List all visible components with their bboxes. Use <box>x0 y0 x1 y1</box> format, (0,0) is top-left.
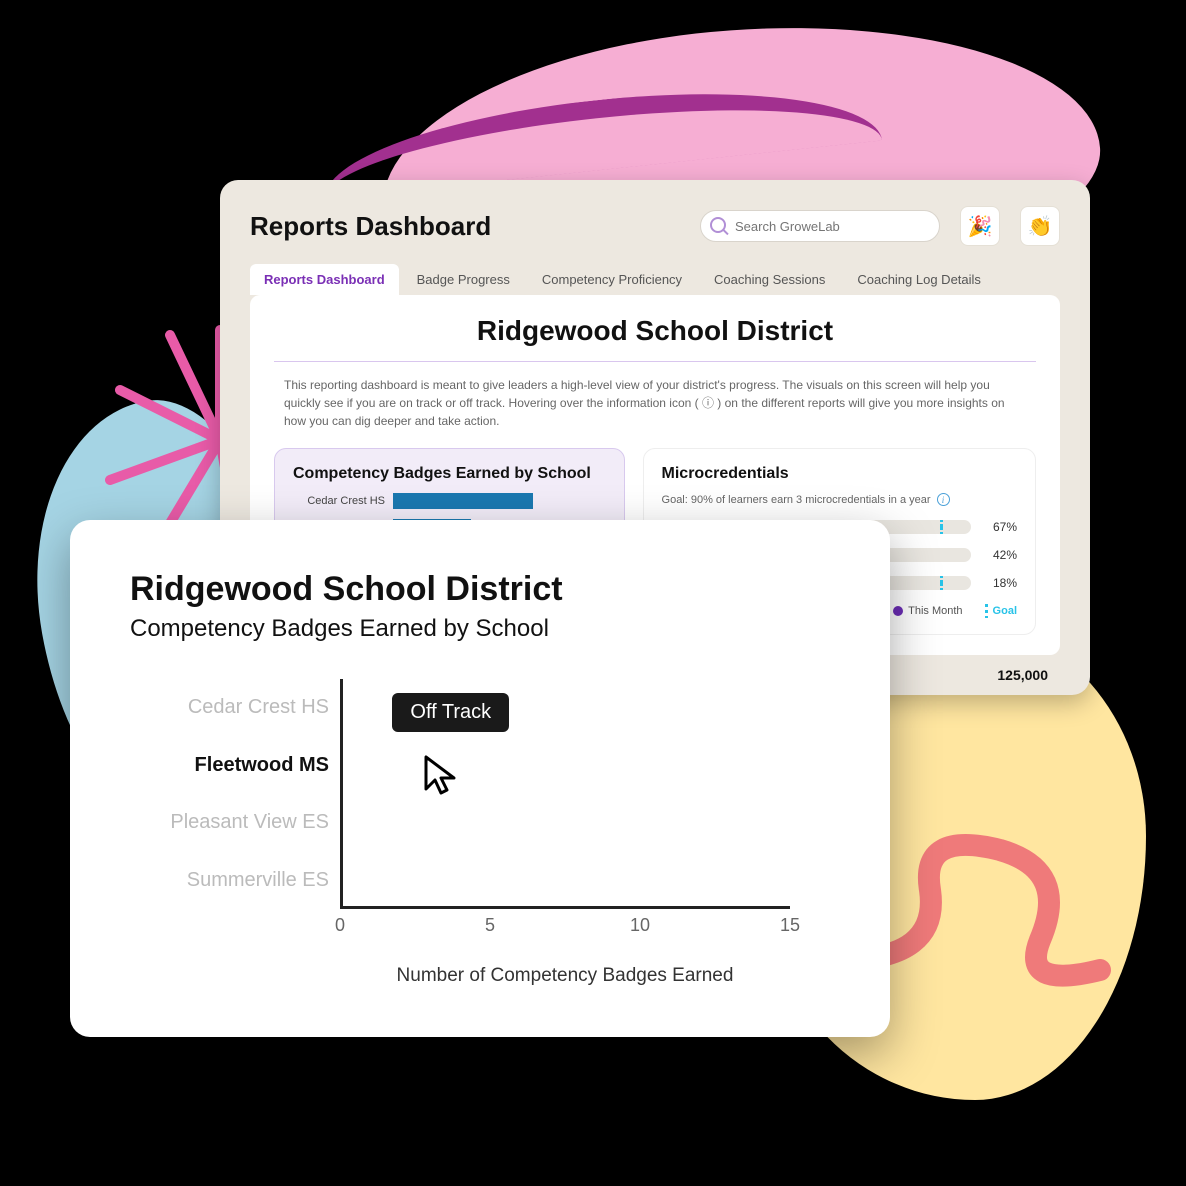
legend-goal: Goal <box>985 604 1017 618</box>
goal-text: Goal: 90% of learners earn 3 microcreden… <box>662 494 931 506</box>
x-tick: 5 <box>485 915 495 936</box>
clap-icon-button[interactable]: 👏 <box>1020 206 1060 246</box>
tooltip-off-track: Off Track <box>392 693 509 732</box>
chart-bar-label: Cedar Crest HS <box>143 696 343 719</box>
progress-percent: 67% <box>981 520 1017 534</box>
badges-chart: Cedar Crest HS Fleetwood MS Pleasant View … <box>130 679 830 987</box>
tab-coaching-sessions[interactable]: Coaching Sessions <box>700 264 839 295</box>
chart-bar-label: Fleetwood MS <box>143 754 343 777</box>
panel-title: Microcredentials <box>662 465 1017 483</box>
progress-percent: 42% <box>981 548 1017 562</box>
mini-bar-row: Cedar Crest HS <box>293 493 606 509</box>
dashboard-header: Reports Dashboard 🎉 👏 <box>250 206 1060 246</box>
party-icon-button[interactable]: 🎉 <box>960 206 1000 246</box>
mini-bar <box>393 493 533 509</box>
detail-subtitle: Competency Badges Earned by School <box>130 615 830 643</box>
cursor-icon <box>420 753 464 797</box>
x-tick: 0 <box>335 915 345 936</box>
detail-title: Ridgewood School District <box>130 570 830 609</box>
stat-number: 125,000 <box>997 667 1048 683</box>
tab-badge-progress[interactable]: Badge Progress <box>403 264 524 295</box>
search-input[interactable] <box>700 210 940 242</box>
divider <box>274 361 1036 362</box>
chart-bar-label: Pleasant View ES <box>143 811 343 834</box>
panel-goal-text: Goal: 90% of learners earn 3 microcreden… <box>662 493 1017 506</box>
goal-marker <box>940 520 943 534</box>
tab-bar: Reports DashboardBadge ProgressCompetenc… <box>250 264 1060 295</box>
detail-card: Ridgewood School District Competency Bad… <box>70 520 890 1037</box>
tab-competency-proficiency[interactable]: Competency Proficiency <box>528 264 696 295</box>
district-title: Ridgewood School District <box>274 315 1036 347</box>
legend-this-month: This Month <box>893 605 962 617</box>
search-field[interactable] <box>700 210 940 242</box>
tab-coaching-log-details[interactable]: Coaching Log Details <box>843 264 995 295</box>
chart-bar-label: Summerville ES <box>143 869 343 892</box>
x-axis-label: Number of Competency Badges Earned <box>340 965 790 987</box>
panel-title: Competency Badges Earned by School <box>293 465 606 483</box>
info-icon[interactable]: i <box>937 493 950 506</box>
x-tick: 15 <box>780 915 800 936</box>
mini-bar-label: Cedar Crest HS <box>293 495 385 507</box>
x-tick: 10 <box>630 915 650 936</box>
tab-reports-dashboard[interactable]: Reports Dashboard <box>250 264 399 295</box>
page-title: Reports Dashboard <box>250 211 491 242</box>
progress-percent: 18% <box>981 576 1017 590</box>
dashboard-description: This reporting dashboard is meant to giv… <box>274 376 1036 448</box>
goal-marker <box>940 576 943 590</box>
search-icon <box>710 217 726 233</box>
